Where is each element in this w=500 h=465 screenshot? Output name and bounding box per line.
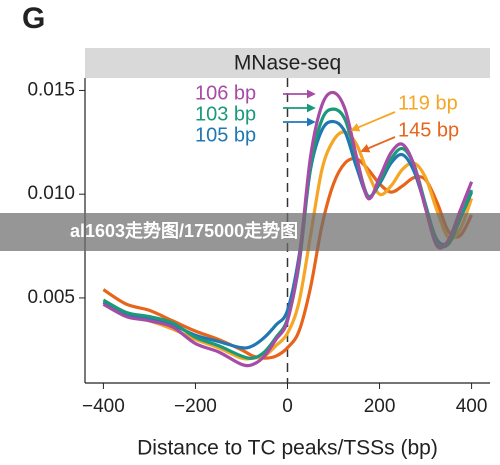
arrow (350, 111, 396, 132)
x-tick-label: −200 (174, 396, 217, 417)
x-tick-label: 0 (282, 396, 293, 417)
watermark: al1603走势图/175000走势图 (70, 220, 298, 241)
series-label: 106 bp (195, 82, 256, 104)
series-line (102, 90, 474, 368)
watermark-band (0, 213, 500, 251)
series-line (102, 130, 474, 361)
y-tick-label: 0.010 (27, 183, 75, 204)
series-label: 105 bp (195, 124, 256, 146)
x-tick-label: 400 (456, 396, 488, 417)
arrow (360, 136, 396, 153)
strip-label: MNase-seq (234, 52, 341, 75)
series-label: 119 bp (398, 92, 458, 114)
series-label: 103 bp (195, 103, 256, 125)
x-tick-label: 200 (364, 396, 396, 417)
x-tick-label: −400 (82, 396, 125, 417)
x-axis-label: Distance to TC peaks/TSSs (bp) (137, 437, 438, 460)
series-label: 145 bp (398, 119, 459, 141)
strip (85, 48, 490, 78)
y-tick-label: 0.015 (27, 79, 75, 100)
panel-label: G (22, 2, 45, 35)
y-tick-label: 0.005 (27, 287, 75, 308)
